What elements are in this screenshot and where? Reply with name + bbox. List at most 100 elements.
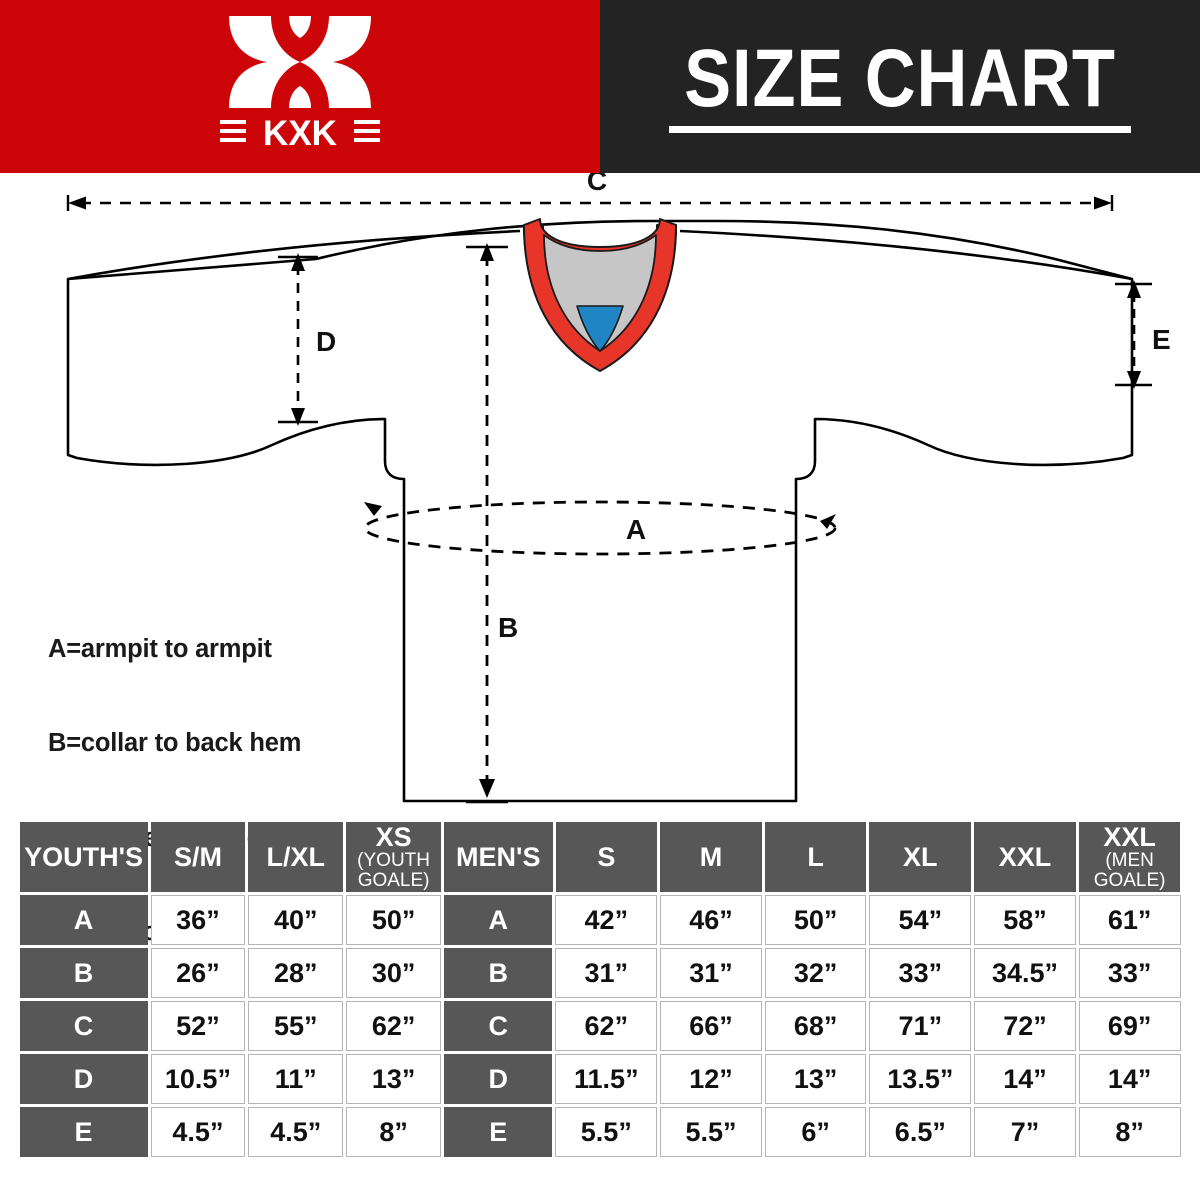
dimension-e: E	[1115, 280, 1171, 389]
cell-youth-sm-e: 4.5”	[150, 1107, 246, 1157]
row-label-youth-d: D	[19, 1054, 148, 1104]
cell-youth-sm-c: 52”	[150, 1001, 246, 1051]
header-cell-xl: XL	[869, 822, 972, 892]
cell-men-l-c: 68”	[764, 1001, 867, 1051]
brand-panel: KXK	[0, 0, 600, 173]
cell-youth-lxl-c: 55”	[248, 1001, 344, 1051]
cell-youth-lxl-e: 4.5”	[248, 1107, 344, 1157]
cell-youth-lxl-d: 11”	[248, 1054, 344, 1104]
header-cell-youths: YOUTH'S	[19, 822, 148, 892]
kxk-logo: KXK	[195, 12, 405, 162]
jersey-diagram: C D	[0, 173, 1200, 1041]
title-underline	[669, 126, 1131, 134]
row-label-men-d: D	[444, 1054, 553, 1104]
cell-men-m-b: 31”	[660, 948, 762, 998]
cell-men-l-e: 6”	[764, 1107, 867, 1157]
dimension-a: A	[363, 500, 837, 556]
page-header: KXK SIZE CHART	[0, 0, 1200, 173]
cell-men-xl-c: 71”	[869, 1001, 972, 1051]
table-header-row: YOUTH'S S/M L/XL XS (YOUTH GOALE) MEN'S …	[18, 822, 1182, 895]
cell-youth-sm-b: 26”	[150, 948, 246, 998]
cell-men-s-c: 62”	[555, 1001, 658, 1051]
header-cell-mens: MEN'S	[444, 822, 553, 892]
cell-men-m-e: 5.5”	[660, 1107, 762, 1157]
cell-men-xxl-d: 14”	[974, 1054, 1076, 1104]
table-row: B 26” 28” 30” B 31” 31” 32” 33” 34.5” 33…	[18, 948, 1182, 1001]
cell-men-xxl-e: 7”	[974, 1107, 1076, 1157]
row-label-youth-b: B	[19, 948, 148, 998]
header-cell-lxl: L/XL	[248, 822, 344, 892]
title-panel: SIZE CHART	[600, 0, 1200, 173]
cell-youth-xs-a: 50”	[346, 895, 441, 945]
cell-men-l-a: 50”	[764, 895, 867, 945]
header-cell-xxl: XXL	[974, 822, 1076, 892]
row-label-men-a: A	[444, 895, 553, 945]
collar-inner	[543, 234, 657, 352]
dimension-a-label: A	[626, 514, 646, 545]
table-row: D 10.5” 11” 13” D 11.5” 12” 13” 13.5” 14…	[18, 1054, 1182, 1107]
row-label-youth-e: E	[19, 1107, 148, 1157]
cell-men-m-a: 46”	[660, 895, 762, 945]
cell-men-xxlg-b: 33”	[1078, 948, 1181, 998]
kxk-emblem-icon	[229, 15, 371, 108]
row-label-men-e: E	[444, 1107, 553, 1157]
row-label-men-c: C	[444, 1001, 553, 1051]
header-cell-s: S	[555, 822, 658, 892]
header-cell-sm: S/M	[150, 822, 246, 892]
dimension-d: D	[278, 253, 336, 426]
cell-men-xl-a: 54”	[869, 895, 972, 945]
dimension-e-label: E	[1152, 324, 1171, 355]
dimension-b: B	[466, 243, 518, 804]
row-label-youth-a: A	[19, 895, 148, 945]
cell-youth-xs-b: 30”	[346, 948, 441, 998]
cell-men-l-b: 32”	[764, 948, 867, 998]
header-cell-m: M	[660, 822, 762, 892]
table-row: C 52” 55” 62” C 62” 66” 68” 71” 72” 69”	[18, 1001, 1182, 1054]
header-cell-l: L	[764, 822, 867, 892]
cell-men-s-a: 42”	[555, 895, 658, 945]
cell-men-xxlg-c: 69”	[1078, 1001, 1181, 1051]
table-row: E 4.5” 4.5” 8” E 5.5” 5.5” 6” 6.5” 7” 8”	[18, 1107, 1182, 1160]
cell-men-xxlg-a: 61”	[1078, 895, 1181, 945]
cell-men-xxl-c: 72”	[974, 1001, 1076, 1051]
cell-men-l-d: 13”	[764, 1054, 867, 1104]
dimension-c-label: C	[587, 173, 607, 196]
cell-men-xxl-b: 34.5”	[974, 948, 1076, 998]
jersey-outline	[66, 219, 1134, 803]
legend-line-b: B=collar to back hem	[48, 729, 302, 758]
dimension-c: C	[66, 173, 1114, 211]
page-title: SIZE CHART	[684, 32, 1116, 124]
header-cell-xxl-men-goale: XXL (MEN GOALE)	[1078, 822, 1181, 892]
cell-youth-lxl-b: 28”	[248, 948, 344, 998]
legend-line-a: A=armpit to armpit	[48, 634, 272, 663]
row-label-men-b: B	[444, 948, 553, 998]
collar-accent	[576, 305, 624, 352]
dimension-b-label: B	[498, 612, 518, 643]
cell-men-m-c: 66”	[660, 1001, 762, 1051]
table-row: A 36” 40” 50” A 42” 46” 50” 54” 58” 61”	[18, 895, 1182, 948]
cell-men-xl-e: 6.5”	[869, 1107, 972, 1157]
cell-men-xxlg-e: 8”	[1078, 1107, 1181, 1157]
cell-youth-lxl-a: 40”	[248, 895, 344, 945]
dimension-d-label: D	[316, 326, 336, 357]
cell-men-xl-d: 13.5”	[869, 1054, 972, 1104]
cell-youth-xs-c: 62”	[346, 1001, 441, 1051]
cell-men-xxl-a: 58”	[974, 895, 1076, 945]
cell-men-xl-b: 33”	[869, 948, 972, 998]
svg-text:KXK: KXK	[263, 114, 337, 150]
cell-youth-sm-a: 36”	[150, 895, 246, 945]
cell-youth-sm-d: 10.5”	[150, 1054, 246, 1104]
cell-men-s-e: 5.5”	[555, 1107, 658, 1157]
cell-youth-xs-d: 13”	[346, 1054, 441, 1104]
cell-men-s-d: 11.5”	[555, 1054, 658, 1104]
jersey-technical-drawing: C D	[66, 173, 1171, 804]
size-table: YOUTH'S S/M L/XL XS (YOUTH GOALE) MEN'S …	[18, 822, 1182, 1177]
cell-youth-xs-e: 8”	[346, 1107, 441, 1157]
row-label-youth-c: C	[19, 1001, 148, 1051]
cell-men-xxlg-d: 14”	[1078, 1054, 1181, 1104]
cell-men-s-b: 31”	[555, 948, 658, 998]
header-cell-xs-youth-goale: XS (YOUTH GOALE)	[346, 822, 441, 892]
kxk-wordmark-icon: KXK	[220, 114, 380, 150]
collar	[523, 218, 677, 372]
cell-men-m-d: 12”	[660, 1054, 762, 1104]
